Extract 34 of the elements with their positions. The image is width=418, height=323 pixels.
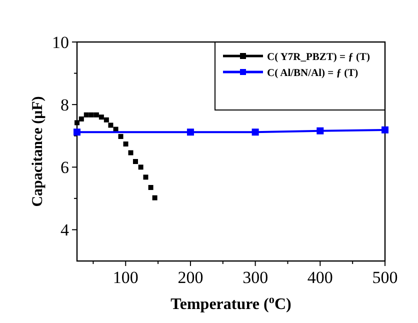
point — [252, 128, 259, 136]
point — [88, 112, 94, 118]
point — [118, 134, 124, 139]
point — [108, 122, 114, 128]
point — [138, 164, 144, 170]
x-tick-label: 200 — [178, 268, 204, 287]
point — [84, 112, 89, 118]
x-axis-title: Temperature ($^{o}$C) — [170, 294, 292, 313]
legend-label: C( Y7R_PBZT) = ƒ (T) — [267, 52, 371, 63]
y-tick-label: 8 — [60, 96, 69, 115]
x-tick-label: 500 — [372, 268, 398, 287]
y-tick-label: 4 — [60, 220, 70, 240]
legend-label: C( Al/BN/Al) = ƒ (T) — [267, 68, 359, 79]
point — [78, 116, 84, 122]
y-axis-title: Capacitance (μF) — [30, 96, 46, 207]
point — [98, 114, 104, 120]
point — [74, 120, 80, 126]
point — [186, 128, 194, 136]
x-tick-label: 300 — [242, 268, 268, 287]
point — [132, 159, 138, 164]
x-tick-label: 100 — [112, 268, 138, 287]
point — [74, 128, 80, 136]
x-tick-label: 400 — [307, 268, 333, 287]
point — [152, 195, 158, 200]
point — [143, 174, 148, 180]
point — [94, 112, 99, 118]
point — [148, 184, 154, 190]
y-tick-label: 6 — [60, 158, 69, 178]
point — [316, 127, 324, 134]
point — [123, 141, 128, 146]
point — [382, 126, 388, 134]
point — [104, 117, 109, 122]
point — [128, 150, 134, 156]
y-tick-label: 10 — [52, 33, 69, 52]
